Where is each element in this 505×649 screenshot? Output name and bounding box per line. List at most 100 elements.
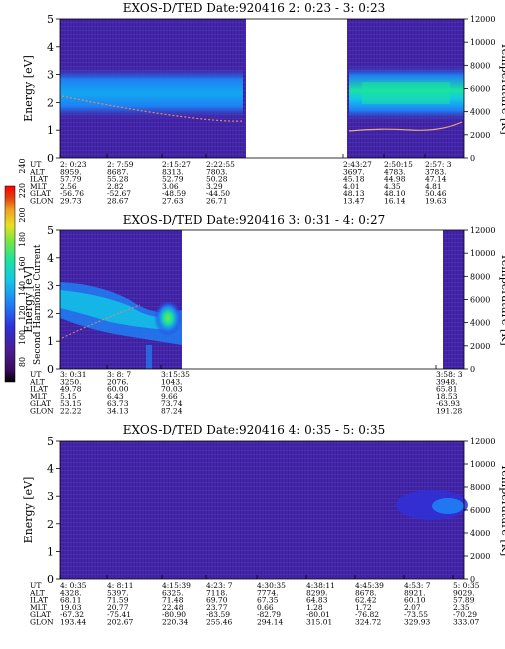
panel-3-title: EXOS-D/TED Date:920416 4: 0:35 - 5: 0:35 [123, 423, 385, 437]
ephemeris-cell: 2.82 [107, 182, 124, 191]
ephemeris-cell: 34.13 [107, 407, 129, 416]
ephemeris-cell: 13.47 [343, 197, 365, 206]
colorbar-title: Second Harmonic Current [33, 244, 43, 365]
ephemeris-cell: 73.74 [161, 399, 183, 408]
ephemeris-cell: 26.71 [206, 197, 227, 206]
y-axis-label: Energy [eV] [22, 266, 35, 333]
ephemeris-cell: 8959. [60, 167, 81, 176]
ephemeris-cell: 18.53 [436, 392, 458, 401]
ephemeris-cell: 3.06 [162, 182, 179, 191]
panel-2-ephemeris-table: UT 3: 0:31 3: 8: 7 3:15:35 3:58: 3 ALT 3250. 20… [29, 370, 463, 416]
ephemeris-cell: 4:15:39 [162, 581, 191, 590]
ephemeris-cell: 2: 0:23 [60, 160, 87, 169]
ephemeris-cell: 1.72 [355, 603, 372, 612]
ephemeris-cell: -80.01 [306, 610, 330, 619]
ephemeris-cell: 2:57: 3 [425, 160, 452, 169]
ephemeris-cell: 28.67 [107, 197, 129, 206]
panel-1-temperature-trace-left [61, 95, 243, 122]
y-tick-label: 2 [47, 96, 54, 109]
colorbar-ramp [4, 185, 16, 383]
ephemeris-row-label: MLT [30, 182, 47, 191]
y-tick-label: 5 [47, 13, 54, 26]
colorbar-tick-label: 240 [18, 158, 27, 173]
ephemeris-cell: 8687. [107, 167, 128, 176]
ephemeris-cell: 44.98 [384, 175, 406, 184]
y-tick-label: 0 [47, 573, 54, 586]
ephemeris-row-label: GLON [30, 407, 54, 416]
y2-tick-label: 8000 [470, 272, 490, 281]
ephemeris-row-label: GLON [30, 197, 54, 206]
panel-3-ephemeris-table: UT 4: 0:35 4: 8:11 4:15:39 4:23: 7 4:30:35 4:3… [29, 581, 480, 627]
ephemeris-cell: 23.77 [206, 603, 228, 612]
colorbar-tick-label: 140 [18, 281, 27, 296]
ephemeris-cell: 70.03 [161, 385, 183, 394]
panel-1-axes: 0 1 2 3 4 5 0 2000 4000 6000 8000 10000 12000 Energy … [22, 13, 505, 206]
panel-2: EXOS-D/TED Date:920416 3: 0:31 - 4: 0:27 [59, 213, 465, 370]
ephemeris-cell: 2076. [107, 377, 128, 386]
y2-tick-label: 2000 [470, 131, 490, 140]
ephemeris-row-label: GLAT [30, 399, 51, 408]
y-tick-label: 1 [47, 545, 54, 558]
y-tick-label: 4 [47, 463, 54, 476]
ephemeris-cell: 19.03 [60, 603, 82, 612]
ephemeris-cell: 4:30:35 [257, 581, 286, 590]
ephemeris-cell: -73.55 [404, 610, 428, 619]
y2-axis-label: Temperature [K] [499, 42, 505, 134]
panel-2-heatmap-blob [154, 300, 182, 336]
ephemeris-cell: 69.70 [206, 596, 228, 605]
ephemeris-cell: -63.93 [436, 399, 460, 408]
ephemeris-cell: 67.35 [257, 596, 279, 605]
y2-tick-label: 10000 [470, 249, 495, 258]
ephemeris-cell: 193.44 [60, 618, 86, 627]
ephemeris-cell: 20.77 [107, 603, 129, 612]
ephemeris-cell: 3948. [436, 377, 457, 386]
ephemeris-cell: 71.59 [107, 596, 129, 605]
panel-1-data-gap [246, 19, 347, 158]
ephemeris-cell: 4.81 [425, 182, 442, 191]
y-tick-label: 0 [47, 363, 54, 376]
y2-tick-label: 0 [470, 154, 475, 163]
y-axis-label: Energy [eV] [22, 55, 35, 122]
ephemeris-cell: 3:58: 3 [436, 370, 463, 379]
y-tick-label: 1 [47, 124, 54, 137]
y2-axis-label: Temperature [K] [499, 464, 505, 556]
ephemeris-row-label: ILAT [30, 596, 48, 605]
colorbar: 80 100 120 140 160 180 200 220 240 Second Harmon… [4, 158, 43, 383]
ephemeris-cell: 255.46 [206, 618, 232, 627]
ephemeris-cell: 202.67 [107, 618, 133, 627]
colorbar-tick-label: 160 [18, 256, 27, 271]
ephemeris-cell: 324.72 [355, 618, 381, 627]
ephemeris-cell: -83.59 [206, 610, 230, 619]
y2-tick-label: 6000 [470, 506, 490, 515]
ephemeris-cell: 4:23: 7 [206, 581, 233, 590]
y2-tick-label: 4000 [470, 108, 490, 117]
y2-tick-label: 4000 [470, 319, 490, 328]
ephemeris-cell: 2:50:15 [384, 160, 413, 169]
ephemeris-cell: 68.11 [60, 596, 81, 605]
panel-2-heatmap-band-core [60, 290, 170, 330]
ephemeris-cell: 2.35 [453, 603, 470, 612]
ephemeris-cell: 9029. [453, 588, 474, 597]
y-tick-label: 1 [47, 335, 54, 348]
ephemeris-cell: -52.67 [107, 189, 131, 198]
ephemeris-cell: 19.63 [425, 197, 447, 206]
y2-tick-label: 12000 [470, 15, 495, 24]
panel-1: EXOS-D/TED Date:920416 2: 0:23 - 3: 0:23 [59, 1, 465, 159]
ephemeris-cell: 191.28 [436, 407, 462, 416]
ephemeris-row-label: ILAT [30, 385, 48, 394]
ephemeris-cell: 22.48 [162, 603, 184, 612]
ephemeris-cell: 60.10 [404, 596, 426, 605]
ephemeris-row-label: UT [30, 160, 41, 169]
ephemeris-row-label: MLT [30, 603, 47, 612]
ephemeris-cell: -82.79 [257, 610, 281, 619]
y-tick-label: 3 [47, 280, 54, 293]
ephemeris-cell: 4.35 [384, 182, 401, 191]
ephemeris-cell: 57.79 [60, 175, 82, 184]
panel-3: EXOS-D/TED Date:920416 4: 0:35 - 5: 0:35 [59, 423, 468, 580]
ephemeris-cell: 62.42 [355, 596, 377, 605]
ephemeris-cell: 1043. [161, 377, 182, 386]
panel-2-heatmap-right [443, 230, 464, 369]
ephemeris-cell: 5: 0:35 [453, 581, 480, 590]
ephemeris-cell: 16.14 [384, 197, 406, 206]
